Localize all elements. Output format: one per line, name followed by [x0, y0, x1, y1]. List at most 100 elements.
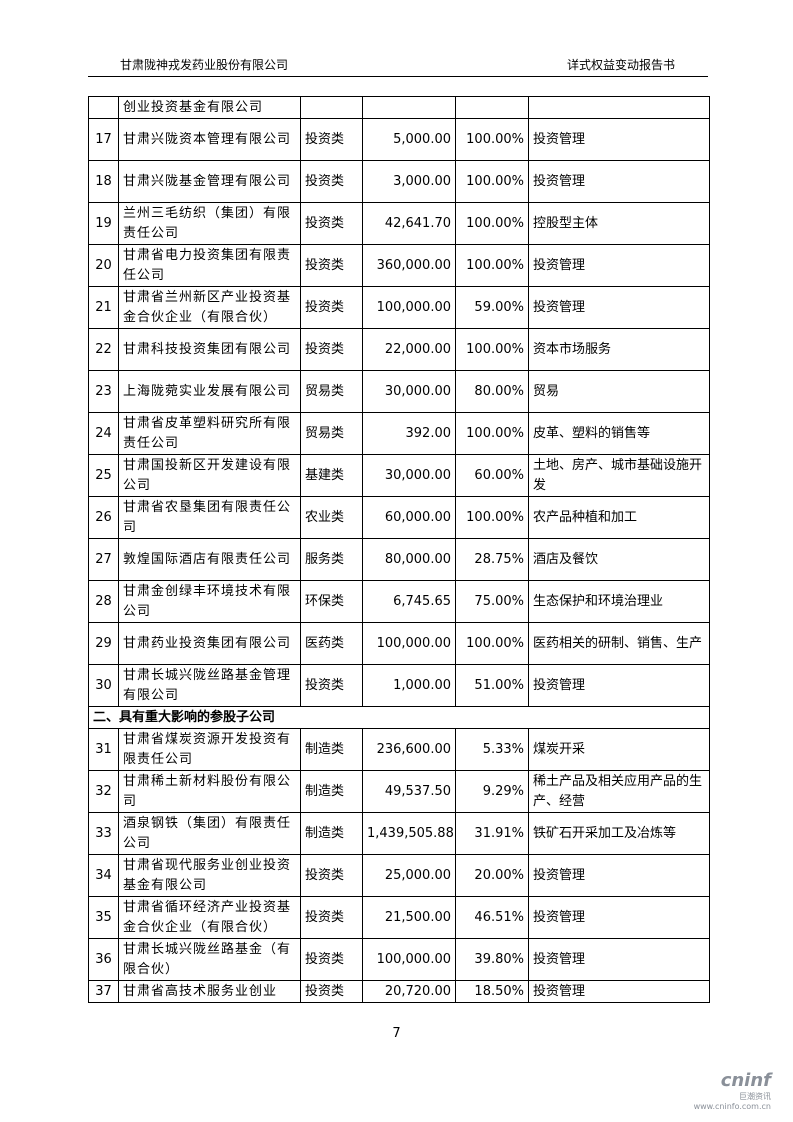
share-ratio: 59.00% [455, 286, 529, 329]
registered-capital: 100,000.00 [362, 938, 456, 981]
row-number: 20 [88, 244, 119, 287]
row-number: 19 [88, 202, 119, 245]
table-row: 18 甘肃兴陇基金管理有限公司 投资类 3,000.00 100.00% 投资管理 [88, 160, 710, 203]
business: 投资管理 [528, 286, 710, 329]
category: 医药类 [300, 622, 363, 665]
business: 酒店及餐饮 [528, 538, 710, 581]
company-table: 创业投资基金有限公司 17 甘肃兴陇资本管理有限公司 投资类 5,000.00 100.0… [88, 96, 710, 1003]
share-ratio: 18.50% [455, 980, 529, 1003]
row-number: 25 [88, 454, 119, 497]
row-number: 23 [88, 370, 119, 413]
share-ratio: 100.00% [455, 412, 529, 455]
company-name: 甘肃药业投资集团有限公司 [118, 622, 301, 665]
business: 土地、房产、城市基础设施开发 [528, 454, 710, 497]
row-number: 21 [88, 286, 119, 329]
business: 投资管理 [528, 664, 710, 707]
page-number: 7 [392, 1026, 401, 1041]
company-name: 甘肃稀土新材料股份有限公司 [118, 770, 301, 813]
registered-capital: 49,537.50 [362, 770, 456, 813]
company-name: 创业投资基金有限公司 [118, 96, 301, 119]
share-ratio: 9.29% [455, 770, 529, 813]
business: 稀土产品及相关应用产品的生产、经营 [528, 770, 710, 813]
table-row: 34 甘肃省现代服务业创业投资基金有限公司 投资类 25,000.00 20.00% 投资… [88, 854, 710, 897]
category: 制造类 [300, 728, 363, 771]
category: 制造类 [300, 770, 363, 813]
business: 贸易 [528, 370, 710, 413]
share-ratio: 51.00% [455, 664, 529, 707]
registered-capital: 25,000.00 [362, 854, 456, 897]
table-row: 创业投资基金有限公司 [88, 96, 710, 119]
share-ratio: 100.00% [455, 328, 529, 371]
row-number: 29 [88, 622, 119, 665]
row-number: 31 [88, 728, 119, 771]
share-ratio: 100.00% [455, 118, 529, 161]
registered-capital: 3,000.00 [362, 160, 456, 203]
share-ratio: 100.00% [455, 244, 529, 287]
category: 农业类 [300, 496, 363, 539]
company-name: 甘肃省电力投资集团有限责任公司 [118, 244, 301, 287]
company-name: 上海陇菀实业发展有限公司 [118, 370, 301, 413]
table-row: 31 甘肃省煤炭资源开发投资有限责任公司 制造类 236,600.00 5.33% 煤炭开… [88, 728, 710, 771]
row-number: 34 [88, 854, 119, 897]
business: 投资管理 [528, 980, 710, 1003]
share-ratio: 60.00% [455, 454, 529, 497]
company-name: 酒泉钢铁（集团）有限责任公司 [118, 812, 301, 855]
watermark-logo: cninf [720, 1070, 771, 1091]
business: 投资管理 [528, 244, 710, 287]
table-row: 33 酒泉钢铁（集团）有限责任公司 制造类 1,439,505.88 31.91% 铁矿石… [88, 812, 710, 855]
header-right: 详式权益变动报告书 [566, 58, 675, 72]
business: 投资管理 [528, 854, 710, 897]
company-name: 甘肃长城兴陇丝路基金（有限合伙） [118, 938, 301, 981]
watermark: cninf 巨潮资讯 www.cninfo.com.cn [694, 1070, 771, 1111]
row-number: 26 [88, 496, 119, 539]
category: 投资类 [300, 202, 363, 245]
category: 投资类 [300, 328, 363, 371]
category: 服务类 [300, 538, 363, 581]
business: 农产品种植和加工 [528, 496, 710, 539]
registered-capital: 360,000.00 [362, 244, 456, 287]
registered-capital: 392.00 [362, 412, 456, 455]
business: 生态保护和环境治理业 [528, 580, 710, 623]
row-number: 28 [88, 580, 119, 623]
company-name: 甘肃省皮革塑料研究所有限责任公司 [118, 412, 301, 455]
company-name: 甘肃省煤炭资源开发投资有限责任公司 [118, 728, 301, 771]
registered-capital: 80,000.00 [362, 538, 456, 581]
row-number: 27 [88, 538, 119, 581]
category: 投资类 [300, 938, 363, 981]
business: 投资管理 [528, 938, 710, 981]
cell [455, 96, 529, 119]
company-name: 敦煌国际酒店有限责任公司 [118, 538, 301, 581]
company-name: 兰州三毛纺织（集团）有限责任公司 [118, 202, 301, 245]
company-name: 甘肃兴陇资本管理有限公司 [118, 118, 301, 161]
registered-capital: 22,000.00 [362, 328, 456, 371]
share-ratio: 100.00% [455, 496, 529, 539]
table-row: 27 敦煌国际酒店有限责任公司 服务类 80,000.00 28.75% 酒店及餐饮 [88, 538, 710, 581]
business: 皮革、塑料的销售等 [528, 412, 710, 455]
company-name: 甘肃国投新区开发建设有限公司 [118, 454, 301, 497]
business: 煤炭开采 [528, 728, 710, 771]
cell [300, 96, 363, 119]
row-number: 22 [88, 328, 119, 371]
registered-capital: 100,000.00 [362, 286, 456, 329]
table-row: 24 甘肃省皮革塑料研究所有限责任公司 贸易类 392.00 100.00% 皮革、塑料的… [88, 412, 710, 455]
table-row: 37 甘肃省高技术服务业创业 投资类 20,720.00 18.50% 投资管理 [88, 980, 710, 1003]
share-ratio: 39.80% [455, 938, 529, 981]
registered-capital: 20,720.00 [362, 980, 456, 1003]
table-row: 23 上海陇菀实业发展有限公司 贸易类 30,000.00 80.00% 贸易 [88, 370, 710, 413]
business: 铁矿石开采加工及冶炼等 [528, 812, 710, 855]
table-row: 19 兰州三毛纺织（集团）有限责任公司 投资类 42,641.70 100.00% 控股型… [88, 202, 710, 245]
business: 控股型主体 [528, 202, 710, 245]
company-name: 甘肃兴陇基金管理有限公司 [118, 160, 301, 203]
category: 制造类 [300, 812, 363, 855]
table-row: 21 甘肃省兰州新区产业投资基金合伙企业（有限合伙） 投资类 100,000.00 59… [88, 286, 710, 329]
watermark-name: 巨潮资讯 [739, 1092, 771, 1101]
registered-capital: 30,000.00 [362, 370, 456, 413]
registered-capital: 42,641.70 [362, 202, 456, 245]
business: 资本市场服务 [528, 328, 710, 371]
category: 投资类 [300, 244, 363, 287]
share-ratio: 28.75% [455, 538, 529, 581]
table-row: 22 甘肃科技投资集团有限公司 投资类 22,000.00 100.00% 资本市场服务 [88, 328, 710, 371]
cell [88, 96, 119, 119]
share-ratio: 100.00% [455, 622, 529, 665]
